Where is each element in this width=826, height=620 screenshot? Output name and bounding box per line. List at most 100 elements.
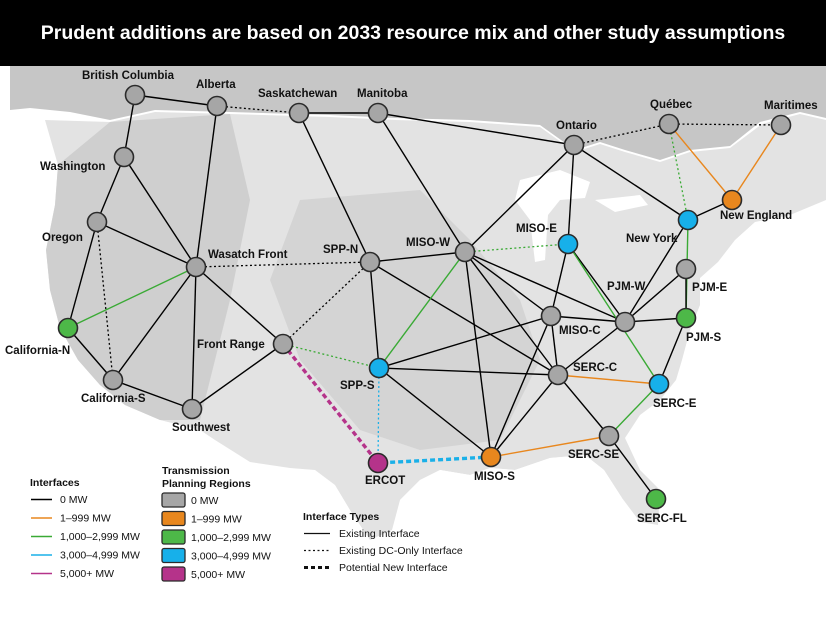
legend-interface-label: 3,000–4,999 MW [60, 550, 140, 562]
legend-type-label: Existing DC-Only Interface [339, 545, 463, 557]
interface-ontario-misow [464, 144, 575, 253]
interface-misoc-spps [378, 315, 552, 369]
node-bc [124, 84, 146, 106]
interface-oregon-wasatch [96, 221, 197, 268]
node-frontrange [272, 333, 294, 355]
interface-quebec-newengland [668, 123, 733, 201]
label-ontario: Ontario [556, 120, 597, 132]
interface-ontario-misoe [567, 144, 575, 245]
interface-misoc-misos [490, 315, 552, 458]
legend-interface-label: 1–999 MW [60, 513, 111, 525]
node-serse [598, 425, 620, 447]
interface-pjms-serce [658, 317, 687, 385]
interface-misow-sercc [464, 251, 559, 376]
interface-alberta-sask [216, 105, 300, 114]
canada-landmass [10, 66, 826, 160]
interface-serce-serse [608, 383, 660, 437]
label-washington: Washington [40, 161, 105, 173]
interface-calis-wasatch [112, 266, 197, 381]
interface-quebec-newyork [668, 123, 689, 221]
node-alberta [206, 95, 228, 117]
interface-sppn-spps [369, 261, 380, 369]
node-southwest [181, 398, 203, 420]
interface-sppn-sercc [369, 261, 559, 376]
legend-interface-label: 1,000–2,999 MW [60, 531, 140, 543]
label-pjmw: PJM-W [607, 281, 645, 293]
interface-ontario-quebec [573, 123, 670, 146]
label-bc: British Columbia [82, 70, 175, 82]
interface-pjmw-misoc [550, 315, 626, 323]
interface-misow-misos [464, 251, 492, 458]
node-oregon [86, 211, 108, 233]
node-pjme [675, 258, 697, 280]
legend-type-label: Potential New Interface [339, 562, 448, 574]
node-sask [288, 102, 310, 124]
interface-wasatch-southwest [191, 266, 197, 410]
legend-region-swatch [161, 566, 186, 582]
legend-interfaces-title: Interfaces [30, 477, 80, 489]
node-ercot [367, 452, 389, 474]
node-ontario [563, 134, 585, 156]
label-wasatch: Wasatch Front [208, 249, 288, 261]
label-spps: SPP-S [340, 380, 375, 392]
label-serse: SERC-SE [568, 449, 619, 461]
great-lakes [515, 170, 648, 262]
interface-misow-spps [378, 251, 466, 369]
interface-misow-pjmw [464, 251, 626, 323]
interface-pjme-pjmw [624, 268, 687, 323]
label-maritimes: Maritimes [764, 100, 818, 112]
legend-region-label: 5,000+ MW [191, 569, 245, 581]
label-misoc: MISO-C [559, 325, 601, 337]
label-newyork: New York [626, 233, 678, 245]
label-misow: MISO-W [406, 237, 450, 249]
interface-sask-sppn [298, 112, 371, 263]
interface-misow-misoc [464, 251, 552, 317]
node-spps [368, 357, 390, 379]
interface-manitoba-misow [377, 112, 466, 253]
interface-sercc-misos [490, 374, 559, 458]
node-calis [102, 369, 124, 391]
interface-washington-wasatch [123, 156, 197, 268]
interface-sppn-misow [369, 251, 466, 263]
label-newengland: New England [720, 210, 792, 222]
interface-bc-washington [123, 94, 136, 158]
node-washington [113, 146, 135, 168]
label-manitoba: Manitoba [357, 88, 408, 100]
label-calis: California-S [81, 393, 146, 405]
interface-oregon-calin [67, 221, 98, 329]
legend-interface-label: 0 MW [60, 494, 88, 506]
label-sercfl: SERC-FL [637, 513, 687, 525]
interface-southwest-frontrange [191, 343, 284, 410]
legend-region-swatch [161, 510, 186, 527]
legend-regions-title-2: Planning Regions [162, 478, 251, 490]
interface-misow-misoe [464, 243, 569, 253]
west-region-shade [46, 114, 250, 420]
interface-spps-misos [378, 367, 492, 458]
node-manitoba [367, 102, 389, 124]
interface-bc-alberta [134, 94, 218, 107]
label-sppn: SPP-N [323, 244, 358, 256]
interface-misoe-serce [567, 243, 660, 385]
interface-oregon-calis [96, 221, 114, 381]
node-quebec [658, 113, 680, 135]
label-quebec: Québec [650, 99, 693, 111]
node-wasatch [185, 256, 207, 278]
legend-region-label: 1–999 MW [191, 514, 242, 526]
interface-manitoba-ontario [377, 112, 575, 146]
label-sercc: SERC-C [573, 362, 617, 374]
legend-type-label: Existing Interface [339, 528, 420, 540]
interface-washington-oregon [96, 156, 125, 223]
label-serce: SERC-E [653, 398, 697, 410]
legend-regions-title-1: Transmission [162, 465, 230, 477]
interface-ontario-newyork [573, 144, 689, 221]
node-pjms [675, 307, 697, 329]
legend-region-swatch [161, 547, 186, 564]
interface-misoe-pjmw [567, 243, 626, 323]
interface-newyork-pjmw [624, 219, 689, 323]
interface-maritimes-newengland [731, 124, 782, 201]
node-newengland [721, 189, 743, 211]
interface-map: British Columbia Alberta Saskatchewan Manit… [5, 66, 826, 582]
label-sask: Saskatchewan [258, 88, 337, 100]
region-labels: British Columbia Alberta Saskatchewan Manit… [5, 70, 818, 525]
interface-frontrange-spps [282, 343, 380, 369]
